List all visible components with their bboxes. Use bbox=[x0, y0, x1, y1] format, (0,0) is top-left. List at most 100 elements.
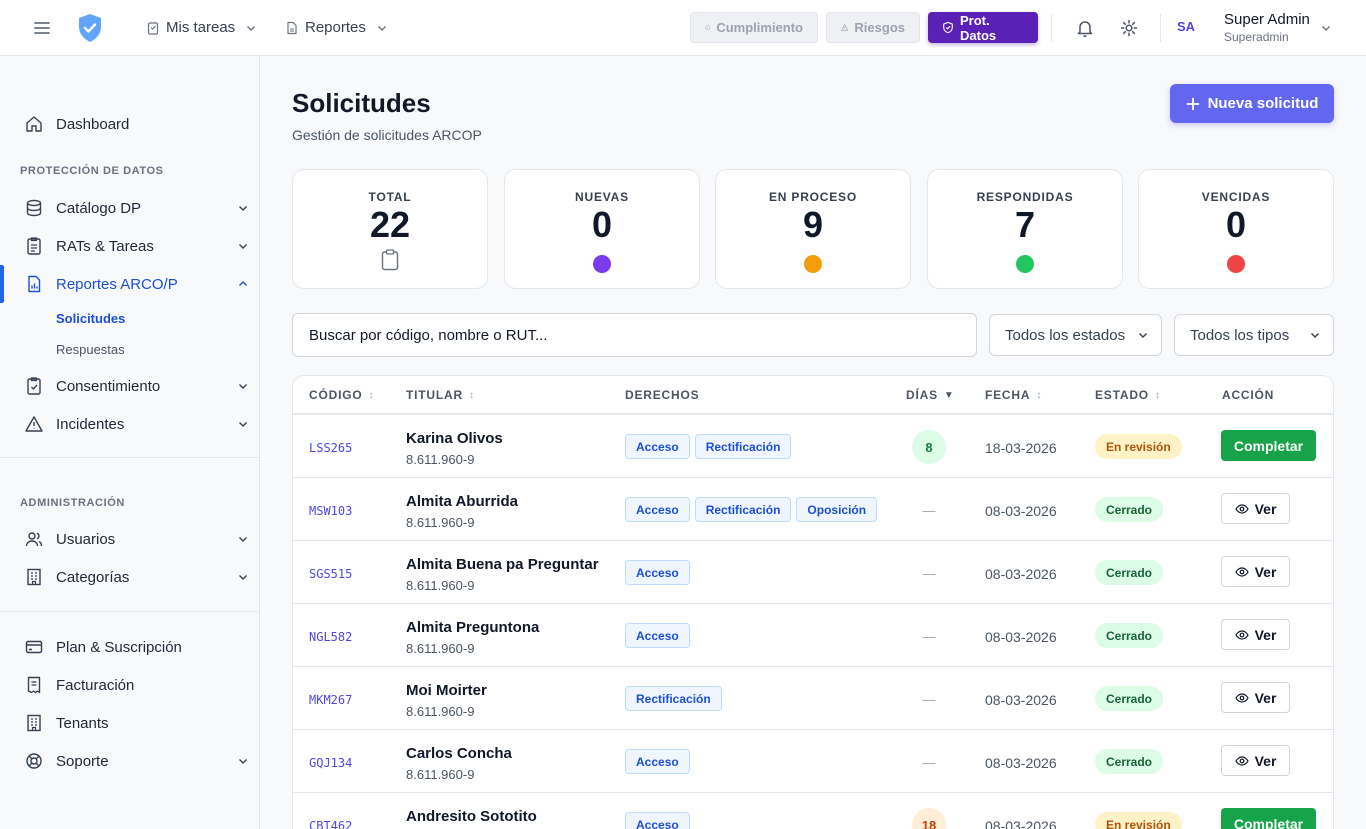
status-badge: Cerrado bbox=[1095, 686, 1164, 711]
column-header-titular[interactable]: TITULAR ↕ bbox=[406, 388, 475, 402]
divider bbox=[1051, 14, 1052, 42]
header-label: DÍAS bbox=[906, 388, 938, 402]
type-filter-select[interactable]: Todos los tipos bbox=[1174, 314, 1334, 356]
stat-card-en-proceso: EN PROCESO 9 bbox=[715, 169, 911, 289]
sort-icon: ↕ bbox=[468, 389, 475, 401]
sidebar-item-incidentes[interactable]: Incidentes bbox=[0, 405, 259, 443]
status-badge: En revisión bbox=[1095, 812, 1182, 829]
request-code-link[interactable]: CBT462 bbox=[309, 819, 353, 829]
sidebar-item-soporte[interactable]: Soporte bbox=[0, 742, 259, 780]
column-header-dias[interactable]: DÍAS ▼ bbox=[906, 388, 955, 402]
sidebar-subitem-respuestas[interactable]: Respuestas bbox=[56, 342, 125, 357]
sort-desc-icon: ▼ bbox=[943, 389, 955, 401]
right-tag: Acceso bbox=[625, 623, 690, 648]
user-name: Super Admin bbox=[1224, 11, 1310, 28]
holder-name: Moi Moirter bbox=[406, 682, 487, 699]
days-badge: — bbox=[922, 565, 936, 581]
requests-table: CÓDIGO ↕ TITULAR ↕ DERECHOS DÍAS ▼ FECHA ↕ E… bbox=[292, 375, 1334, 829]
sidebar-item-tenants[interactable]: Tenants bbox=[0, 704, 259, 742]
chevron-down-icon bbox=[239, 575, 247, 580]
column-header-accion: ACCIÓN bbox=[1222, 388, 1274, 402]
sidebar-item-reportes-arcop[interactable]: Reportes ARCO/P bbox=[0, 265, 259, 303]
complete-button[interactable]: Completar bbox=[1221, 808, 1316, 829]
column-header-codigo[interactable]: CÓDIGO ↕ bbox=[309, 388, 374, 402]
request-code-link[interactable]: MKM267 bbox=[309, 693, 353, 707]
rights-list: Acceso bbox=[625, 749, 690, 774]
request-code-link[interactable]: NGL582 bbox=[309, 630, 353, 644]
app-logo-icon[interactable] bbox=[76, 12, 104, 44]
warning-icon bbox=[25, 416, 43, 432]
sidebar-item-label: Soporte bbox=[56, 752, 109, 770]
status-dot bbox=[1227, 255, 1245, 273]
request-code-link[interactable]: SGS515 bbox=[309, 567, 353, 581]
sidebar-item-rats[interactable]: RATs & Tareas bbox=[0, 227, 259, 265]
holder-rut: 8.611.960-9 bbox=[406, 767, 475, 782]
right-tag: Acceso bbox=[625, 434, 690, 459]
sidebar-item-dashboard[interactable]: Dashboard bbox=[0, 105, 259, 143]
view-button[interactable]: Ver bbox=[1221, 619, 1290, 650]
sidebar-item-label: Catálogo DP bbox=[56, 199, 142, 217]
user-menu[interactable]: SA Super Admin Superadmin bbox=[1174, 8, 1344, 48]
module-prot-datos-button[interactable]: Prot. Datos bbox=[928, 12, 1038, 43]
select-value: Todos los estados bbox=[1005, 326, 1126, 344]
status-dot bbox=[1016, 255, 1034, 273]
module-cumplimiento-button[interactable]: Cumplimiento bbox=[690, 12, 818, 43]
avatar: SA bbox=[1177, 19, 1196, 34]
request-code-link[interactable]: GQJ134 bbox=[309, 756, 353, 770]
menu-icon[interactable] bbox=[30, 18, 54, 38]
sidebar-item-consentimiento[interactable]: Consentimiento bbox=[0, 367, 259, 405]
stat-value: 0 bbox=[591, 204, 613, 245]
status-filter-select[interactable]: Todos los estados bbox=[989, 314, 1162, 356]
days-badge: 18 bbox=[912, 808, 946, 829]
view-button[interactable]: Ver bbox=[1221, 493, 1290, 524]
shield-icon bbox=[943, 21, 953, 34]
file-icon bbox=[287, 21, 297, 34]
view-button[interactable]: Ver bbox=[1221, 556, 1290, 587]
nav-reportes[interactable]: Reportes bbox=[285, 19, 388, 36]
chevron-down-icon bbox=[239, 759, 247, 764]
holder-name: Karina Olivos bbox=[406, 430, 503, 447]
right-tag: Oposición bbox=[796, 497, 878, 522]
column-header-derechos: DERECHOS bbox=[625, 388, 699, 402]
invoice-icon bbox=[27, 676, 41, 694]
divider bbox=[0, 457, 259, 458]
table-header: CÓDIGO ↕ TITULAR ↕ DERECHOS DÍAS ▼ FECHA ↕ E… bbox=[293, 376, 1333, 415]
sidebar-item-catalogo[interactable]: Catálogo DP bbox=[0, 189, 259, 227]
complete-button[interactable]: Completar bbox=[1221, 430, 1316, 461]
header-label: DERECHOS bbox=[625, 388, 700, 402]
clipboard-check-icon bbox=[27, 377, 41, 395]
clipboard-icon bbox=[381, 249, 399, 271]
divider bbox=[0, 611, 259, 612]
new-request-button[interactable]: Nueva solicitud bbox=[1170, 84, 1334, 123]
holder-name: Almita Preguntona bbox=[406, 619, 540, 636]
plus-icon bbox=[1186, 97, 1199, 110]
days-badge: — bbox=[922, 502, 936, 518]
section-heading: ADMINISTRACIÓN bbox=[20, 497, 125, 509]
rights-list: Acceso Rectificación bbox=[625, 434, 792, 459]
column-header-estado[interactable]: ESTADO ↕ bbox=[1095, 388, 1161, 402]
check-circle-icon bbox=[705, 25, 710, 30]
nav-mis-tareas[interactable]: Mis tareas bbox=[146, 19, 257, 36]
action-label: Ver bbox=[1254, 626, 1277, 643]
module-riesgos-button[interactable]: Riesgos bbox=[826, 12, 920, 43]
view-button[interactable]: Ver bbox=[1221, 682, 1290, 713]
module-label: Cumplimiento bbox=[716, 20, 803, 35]
request-code-link[interactable]: MSW103 bbox=[309, 504, 353, 518]
search-input[interactable] bbox=[292, 313, 977, 357]
sidebar-item-usuarios[interactable]: Usuarios bbox=[0, 520, 259, 558]
request-code-link[interactable]: LSS265 bbox=[309, 441, 353, 455]
header-label: CÓDIGO bbox=[309, 388, 363, 402]
eye-icon bbox=[1234, 566, 1249, 577]
sidebar-subitem-solicitudes[interactable]: Solicitudes bbox=[56, 311, 126, 326]
column-header-fecha[interactable]: FECHA ↕ bbox=[985, 388, 1042, 402]
view-button[interactable]: Ver bbox=[1221, 745, 1290, 776]
stat-card-nuevas: NUEVAS 0 bbox=[504, 169, 700, 289]
header-label: TITULAR bbox=[406, 388, 463, 402]
chevron-up-icon bbox=[239, 281, 247, 286]
gear-icon[interactable] bbox=[1119, 18, 1139, 38]
sidebar-item-categorias[interactable]: Categorías bbox=[0, 558, 259, 596]
credit-card-icon bbox=[25, 640, 43, 654]
bell-icon[interactable] bbox=[1075, 18, 1095, 38]
sidebar-item-facturacion[interactable]: Facturación bbox=[0, 666, 259, 704]
sidebar-item-plan[interactable]: Plan & Suscripción bbox=[0, 628, 259, 666]
